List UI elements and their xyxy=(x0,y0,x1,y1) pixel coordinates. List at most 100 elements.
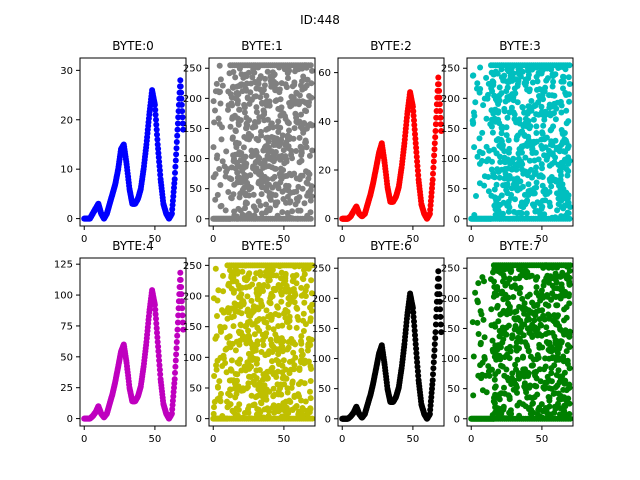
point xyxy=(533,138,540,145)
point xyxy=(566,400,573,407)
point xyxy=(545,340,552,347)
point xyxy=(288,151,295,158)
point xyxy=(283,155,290,162)
y-tick-label: 100 xyxy=(183,353,202,364)
point xyxy=(214,313,220,319)
point xyxy=(563,107,570,114)
point xyxy=(533,327,540,334)
point xyxy=(413,350,420,357)
axes-frame-1 xyxy=(208,57,316,227)
point xyxy=(261,159,268,166)
point xyxy=(566,215,573,222)
point xyxy=(157,171,164,178)
point xyxy=(530,116,537,123)
point xyxy=(496,84,503,91)
point xyxy=(554,343,561,350)
point xyxy=(533,164,540,171)
point xyxy=(280,280,287,287)
point xyxy=(303,283,310,290)
point xyxy=(517,317,524,324)
point xyxy=(566,331,573,338)
point xyxy=(297,143,304,150)
point xyxy=(255,137,262,144)
point xyxy=(538,103,545,110)
point xyxy=(256,281,263,288)
point xyxy=(177,83,184,90)
point xyxy=(504,114,511,121)
point xyxy=(291,366,297,373)
point xyxy=(273,408,280,415)
point xyxy=(430,365,437,372)
point xyxy=(540,122,547,129)
point xyxy=(475,331,482,337)
point xyxy=(538,161,545,168)
y-tick-label: 150 xyxy=(183,124,202,135)
point xyxy=(478,311,485,318)
point xyxy=(507,160,513,167)
point xyxy=(470,392,477,399)
point xyxy=(217,100,224,107)
point xyxy=(232,165,239,172)
point xyxy=(544,379,551,385)
point xyxy=(214,152,221,159)
point xyxy=(560,78,567,85)
point xyxy=(236,341,243,348)
point xyxy=(561,369,568,376)
point xyxy=(308,336,315,343)
point xyxy=(431,140,438,147)
point xyxy=(561,402,568,409)
point xyxy=(275,118,282,125)
point xyxy=(169,206,176,213)
point xyxy=(219,124,225,131)
point xyxy=(437,321,444,328)
point xyxy=(309,67,315,74)
point xyxy=(531,185,538,192)
point xyxy=(269,358,275,365)
point xyxy=(235,205,242,212)
point xyxy=(170,389,177,395)
point xyxy=(277,107,284,113)
point xyxy=(557,98,564,105)
point xyxy=(518,203,525,210)
x-tick-label: 50 xyxy=(149,234,162,245)
point xyxy=(172,163,179,170)
point xyxy=(508,284,515,290)
point xyxy=(475,280,482,287)
point xyxy=(157,371,164,378)
point xyxy=(548,385,555,392)
point xyxy=(250,379,256,386)
point xyxy=(496,333,503,340)
point xyxy=(216,394,223,401)
point xyxy=(290,94,297,101)
point xyxy=(522,154,529,161)
point xyxy=(486,147,493,154)
point xyxy=(299,98,306,105)
point xyxy=(409,305,416,311)
point xyxy=(240,82,247,89)
point xyxy=(525,103,532,110)
point xyxy=(240,300,247,307)
x-tick-label: 0 xyxy=(210,234,216,245)
point xyxy=(412,140,419,147)
point xyxy=(551,362,558,369)
point xyxy=(552,390,558,397)
point xyxy=(470,353,477,360)
point xyxy=(558,339,565,346)
y-tick-label: 150 xyxy=(441,324,460,335)
point xyxy=(542,407,549,414)
point xyxy=(155,352,162,359)
point xyxy=(479,274,486,281)
figure-title: ID:448 xyxy=(300,13,340,27)
point xyxy=(246,283,253,290)
point xyxy=(217,323,224,330)
point xyxy=(289,407,296,413)
point xyxy=(555,367,562,374)
point xyxy=(412,336,419,343)
point xyxy=(295,183,302,190)
point xyxy=(546,199,553,206)
point xyxy=(234,302,241,309)
point xyxy=(438,329,445,336)
point xyxy=(433,313,440,320)
point xyxy=(554,285,561,292)
point xyxy=(250,348,257,355)
